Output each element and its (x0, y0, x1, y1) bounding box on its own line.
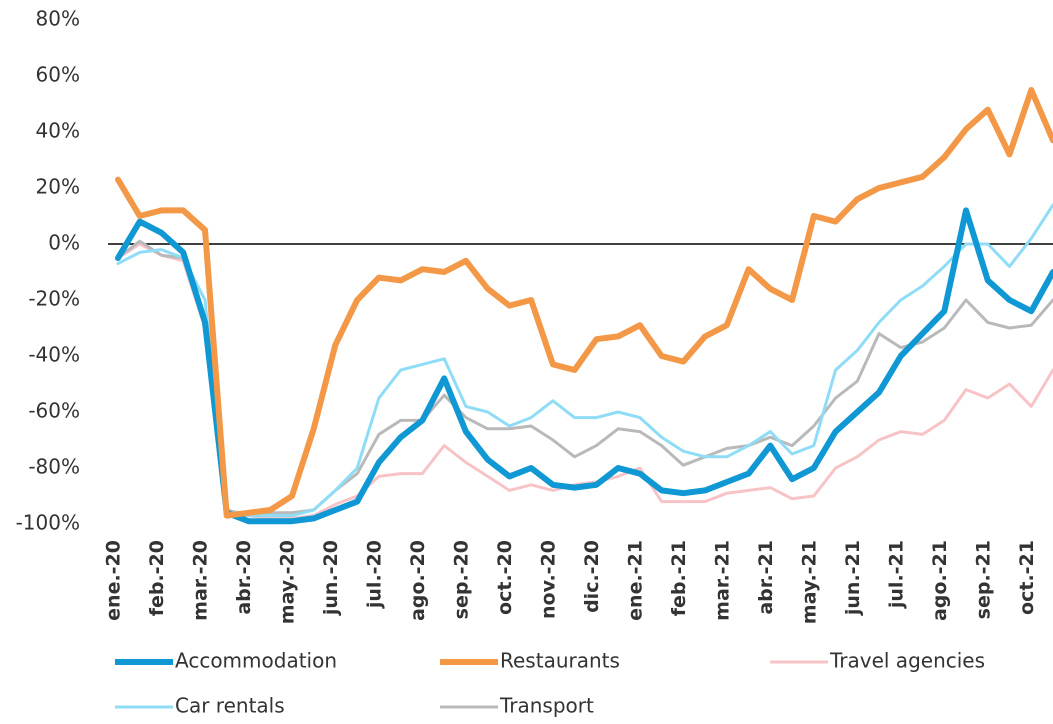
y-tick-label: 60% (36, 63, 80, 87)
x-tick-label: oct.-21 (1016, 540, 1038, 615)
legend-label: Restaurants (500, 649, 620, 673)
x-tick-label: ago.-20 (407, 540, 429, 621)
y-tick-label: 20% (36, 175, 80, 199)
x-tick-label: jul.-20 (363, 540, 385, 609)
x-tick-label: jul.-21 (885, 540, 907, 609)
x-tick-label: dic.-20 (581, 540, 603, 613)
series-line (116, 242, 1053, 520)
x-tick-label: ene.-21 (624, 540, 646, 621)
y-tick-label: -20% (28, 287, 80, 311)
legend-label: Accommodation (175, 649, 337, 673)
x-tick-label: feb.-21 (668, 540, 690, 616)
x-tick-label: oct.-20 (494, 540, 516, 615)
y-tick-label: 40% (36, 119, 80, 143)
x-tick-label: sep.-20 (450, 540, 472, 619)
series-line (116, 203, 1053, 518)
series-line (115, 207, 1053, 525)
series-line (116, 239, 1053, 518)
legend-label: Travel agencies (829, 649, 985, 673)
x-tick-label: mar.-21 (711, 540, 733, 621)
x-tick-label: jun.-21 (842, 540, 864, 616)
x-tick-label: may.-20 (276, 540, 298, 624)
x-tick-label: sep.-21 (972, 540, 994, 619)
y-tick-label: -100% (16, 511, 80, 535)
y-tick-label: 0% (48, 231, 80, 255)
x-tick-label: jun.-20 (320, 540, 342, 616)
y-tick-label: 80% (36, 7, 80, 31)
x-tick-label: may.-21 (798, 540, 820, 624)
y-tick-label: -80% (28, 455, 80, 479)
x-tick-label: abr.-20 (233, 540, 255, 615)
series-line (115, 87, 1053, 519)
x-tick-label: feb.-20 (146, 540, 168, 616)
x-tick-label: mar.-20 (189, 540, 211, 621)
x-tick-label: nov.-20 (537, 540, 559, 619)
x-tick-label: ago.-21 (929, 540, 951, 621)
legend-label: Car rentals (175, 694, 285, 718)
y-tick-label: -60% (28, 399, 80, 423)
legend-label: Transport (499, 694, 594, 718)
x-tick-label: abr.-21 (755, 540, 777, 615)
y-tick-label: -40% (28, 343, 80, 367)
x-tick-label: ene.-20 (103, 540, 125, 621)
